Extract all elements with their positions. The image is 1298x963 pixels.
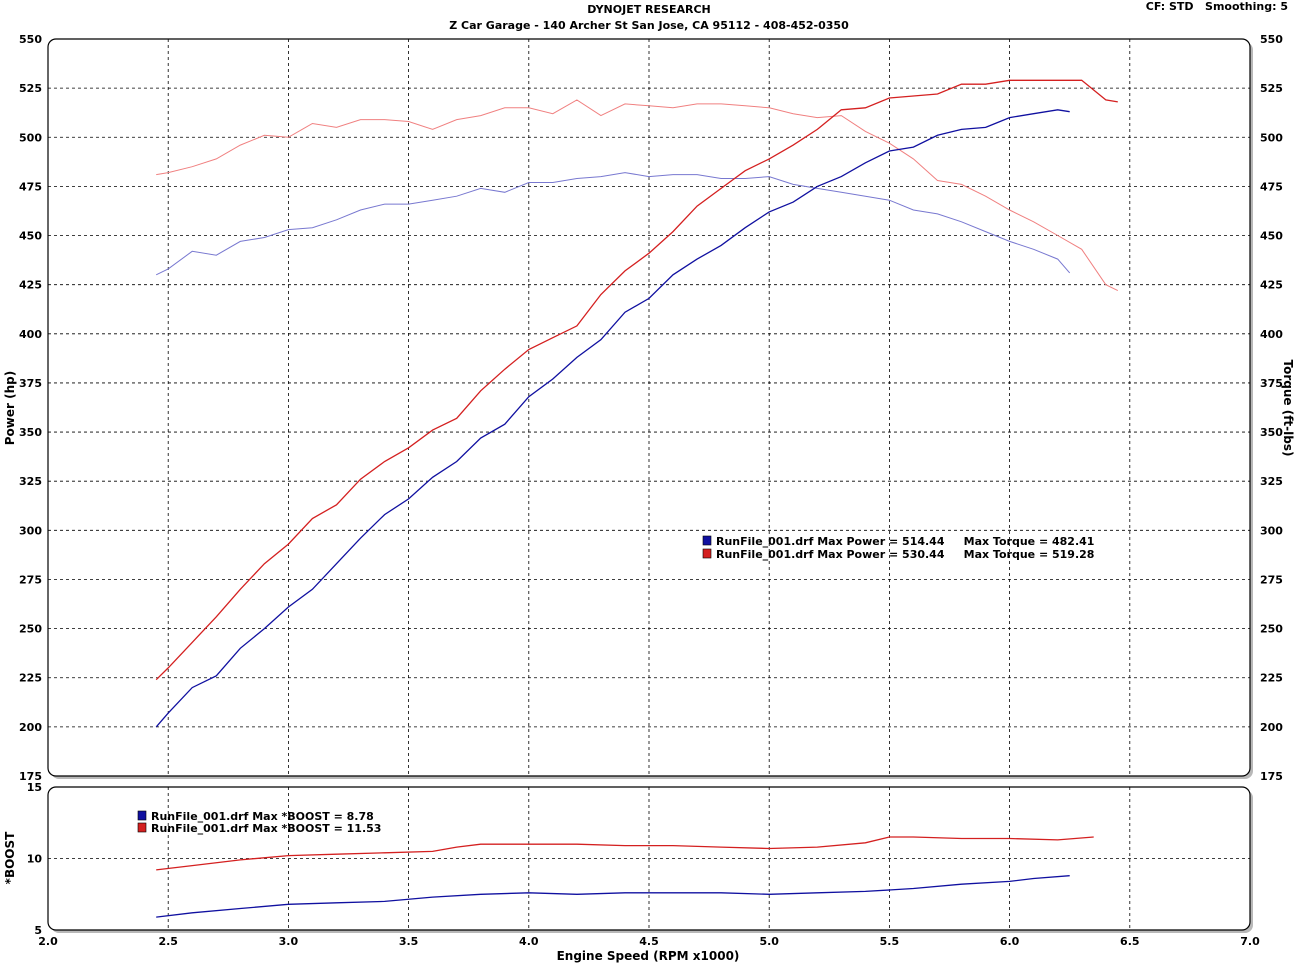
torque-series-line-2: [155, 172, 1071, 276]
chart-title: DYNOJET RESEARCH: [587, 3, 711, 16]
y-tick-label: 350: [19, 426, 42, 439]
y-tick-label: 475: [19, 180, 42, 193]
x-tick-label: 6.5: [1120, 935, 1140, 948]
legend-swatch: [702, 548, 712, 559]
y2-tick-label: 550: [1260, 33, 1283, 46]
y-tick-label: 275: [19, 573, 42, 586]
y2-tick-label: 400: [1260, 328, 1283, 341]
y-tick-label: 225: [19, 672, 42, 685]
x-axis-label: Engine Speed (RPM x1000): [557, 949, 740, 963]
x-tick-label: 3.5: [399, 935, 419, 948]
y2-tick-label: 200: [1260, 721, 1283, 734]
y2-tick-label: 300: [1260, 524, 1283, 537]
y2-tick-label: 350: [1260, 426, 1283, 439]
y-tick-label: 325: [19, 475, 42, 488]
x-tick-label: 5.5: [880, 935, 900, 948]
y2-tick-label: 325: [1260, 475, 1283, 488]
boost-axis-label: *BOOST: [3, 831, 17, 884]
boost-legend-entry: RunFile_001.drf Max *BOOST = 11.53: [151, 822, 381, 835]
y-axis-label: Power (hp): [3, 371, 17, 445]
y-tick-label: 300: [19, 524, 42, 537]
y2-tick-label: 425: [1260, 279, 1283, 292]
y-tick-label: 500: [19, 131, 42, 144]
y-tick-label: 200: [19, 721, 42, 734]
legend-entry: RunFile_001.drf Max Power = 514.44 Max T…: [716, 535, 1094, 548]
x-tick-label: 3.0: [279, 935, 299, 948]
boost-y-tick-label: 10: [27, 853, 43, 866]
x-tick-label: 7.0: [1240, 935, 1260, 948]
y-tick-label: 525: [19, 82, 42, 95]
legend-entry: RunFile_001.drf Max Power = 530.44 Max T…: [716, 548, 1094, 561]
y-tick-label: 550: [19, 33, 42, 46]
y-tick-label: 450: [19, 230, 42, 243]
power-series-line-1: [155, 79, 1118, 681]
y2-tick-label: 450: [1260, 230, 1283, 243]
x-tick-label: 4.5: [639, 935, 659, 948]
torque-series-line-3: [156, 99, 1119, 292]
y2-axis-label: Torque (ft-lbs): [1281, 360, 1295, 457]
boost-y-tick-label: 15: [27, 781, 42, 794]
y2-tick-label: 375: [1260, 377, 1283, 390]
x-tick-label: 2.0: [38, 935, 58, 948]
x-tick-label: 6.0: [1000, 935, 1020, 948]
boost-legend-swatch: [137, 822, 147, 833]
x-tick-label: 2.5: [158, 935, 178, 948]
y2-tick-label: 250: [1260, 623, 1283, 636]
y-tick-label: 400: [19, 328, 42, 341]
y-tick-label: 375: [19, 377, 42, 390]
boost-series-line-1: [156, 836, 1094, 871]
x-tick-label: 5.0: [759, 935, 779, 948]
chart-subtitle: Z Car Garage - 140 Archer St San Jose, C…: [449, 19, 849, 32]
legend-swatch: [702, 535, 712, 546]
boost-legend-swatch: [137, 810, 147, 821]
y2-tick-label: 225: [1260, 672, 1283, 685]
y2-tick-label: 175: [1260, 770, 1283, 783]
boost-legend-entry: RunFile_001.drf Max *BOOST = 8.78: [151, 810, 374, 823]
boost-series-line-0: [156, 875, 1070, 918]
y-tick-label: 250: [19, 623, 42, 636]
y2-tick-label: 500: [1260, 131, 1283, 144]
settings-readout: CF: STD Smoothing: 5: [1145, 0, 1288, 13]
y2-tick-label: 525: [1260, 82, 1283, 95]
x-tick-label: 4.0: [519, 935, 539, 948]
boost-y-tick-label: 5: [34, 924, 42, 937]
y2-tick-label: 475: [1260, 180, 1283, 193]
power-series-line-0: [155, 109, 1070, 728]
y-tick-label: 425: [19, 279, 42, 292]
y-tick-label: 175: [19, 770, 42, 783]
y2-tick-label: 275: [1260, 573, 1283, 586]
